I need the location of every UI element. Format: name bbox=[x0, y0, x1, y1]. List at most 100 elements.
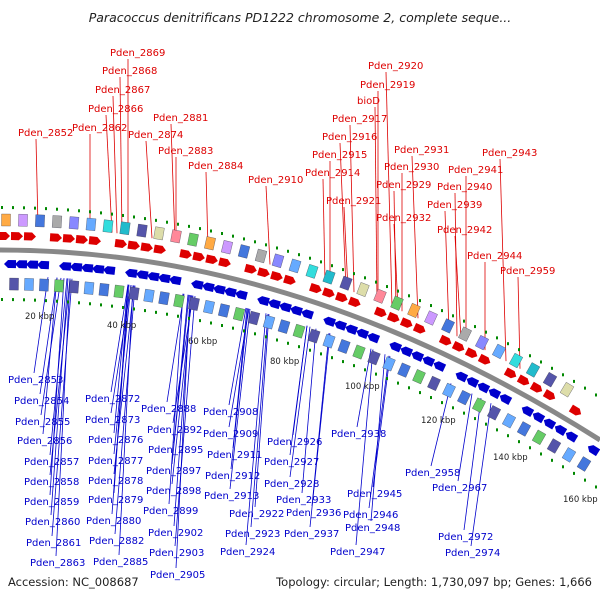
gene-feature-box bbox=[501, 413, 517, 429]
reverse-gene-arrow-shape bbox=[367, 332, 381, 344]
tick-mark bbox=[342, 268, 344, 272]
tick-mark bbox=[298, 253, 300, 257]
label-connector bbox=[175, 295, 191, 569]
forward-gene-arrow-shape bbox=[451, 340, 465, 352]
gene-label: Pden_2853 bbox=[8, 375, 63, 386]
tick-mark bbox=[331, 264, 333, 268]
gene-feature-box bbox=[516, 421, 532, 437]
label-connector bbox=[470, 403, 492, 547]
gene-feature-box bbox=[218, 303, 230, 318]
forward-gene-arrow-shape bbox=[322, 287, 335, 298]
reverse-gene-arrow bbox=[37, 260, 50, 270]
forward-gene-arrow bbox=[529, 381, 543, 393]
gene-label: Pden_2920 bbox=[368, 61, 423, 72]
gene-feature-box bbox=[277, 319, 291, 334]
gene-feature-box bbox=[356, 282, 370, 297]
gene-label: Pden_2872 bbox=[85, 394, 140, 405]
accession-text: Accession: NC_008687 bbox=[8, 575, 139, 589]
gene-label: Pden_2959 bbox=[500, 266, 555, 277]
tick-mark bbox=[78, 209, 80, 213]
gene-label: Pden_2885 bbox=[93, 557, 148, 568]
reverse-gene-arrow bbox=[389, 341, 403, 353]
reverse-gene-arrow-shape bbox=[389, 341, 403, 353]
forward-gene-arrow-shape bbox=[218, 257, 231, 268]
reverse-gene-arrow bbox=[499, 394, 513, 405]
tick-mark bbox=[353, 272, 355, 276]
gene-feature-box bbox=[188, 296, 200, 311]
reverse-gene-arrow-shape bbox=[158, 273, 171, 284]
tick-mark bbox=[309, 348, 311, 352]
label-connector bbox=[50, 278, 69, 516]
reverse-gene-arrow bbox=[224, 287, 237, 298]
gene-label: Pden_2861 bbox=[26, 538, 81, 549]
chromosome-backbone bbox=[0, 247, 600, 443]
gene-feature-box bbox=[187, 232, 199, 247]
tick-mark bbox=[276, 246, 278, 250]
reverse-gene-arrow bbox=[433, 361, 447, 372]
gene-label: Pden_2897 bbox=[146, 466, 201, 477]
tick-mark bbox=[540, 360, 542, 364]
reverse-gene-arrow bbox=[70, 262, 83, 272]
forward-gene-arrow-shape bbox=[412, 323, 426, 334]
gene-feature-box bbox=[119, 221, 131, 235]
reverse-gene-arrow-shape bbox=[411, 351, 425, 362]
gene-label: Pden_2905 bbox=[150, 570, 205, 581]
gene-label: Pden_2898 bbox=[146, 486, 201, 497]
tick-mark bbox=[331, 356, 333, 360]
tick-mark bbox=[122, 213, 124, 217]
tick-mark bbox=[353, 364, 355, 368]
reverse-gene-arrow bbox=[268, 299, 281, 310]
gene-feature-box bbox=[475, 335, 489, 351]
reverse-gene-arrow-shape bbox=[103, 266, 116, 275]
gene-feature-box bbox=[337, 339, 351, 354]
tick-mark bbox=[166, 312, 168, 316]
tick-mark bbox=[78, 301, 80, 305]
tick-mark bbox=[551, 458, 553, 462]
gene-feature-box bbox=[51, 215, 63, 229]
gene-feature-box bbox=[39, 278, 49, 292]
label-lines bbox=[33, 59, 521, 569]
tick-mark bbox=[375, 280, 377, 284]
gene-label: Pden_2854 bbox=[14, 396, 69, 407]
label-connector bbox=[349, 124, 355, 293]
reverse-gene-arrow-shape bbox=[169, 275, 182, 286]
gene-label: Pden_2863 bbox=[30, 558, 85, 569]
gene-feature-box bbox=[546, 438, 562, 454]
gene-label: Pden_2936 bbox=[286, 508, 341, 519]
tick-mark bbox=[243, 329, 245, 333]
forward-gene-arrow bbox=[10, 232, 23, 241]
reverse-gene-arrow-shape bbox=[455, 371, 469, 383]
gene-label: Pden_2932 bbox=[376, 213, 431, 224]
reverse-gene-arrow-shape bbox=[279, 302, 292, 313]
label-connector bbox=[114, 285, 136, 535]
gene-feature-box bbox=[382, 356, 396, 372]
forward-gene-arrow-shape bbox=[0, 231, 10, 241]
gene-label: Pden_2919 bbox=[360, 80, 415, 91]
map-title: Paracoccus denitrificans PD1222 chromoso… bbox=[89, 10, 512, 25]
reverse-gene-arrow bbox=[26, 260, 39, 269]
tick-mark bbox=[221, 232, 223, 236]
tick-mark bbox=[67, 300, 69, 304]
reverse-gene-arrow-shape bbox=[532, 412, 546, 424]
forward-gene-arrow bbox=[516, 374, 530, 386]
gene-feature-box bbox=[307, 328, 321, 344]
tick-mark bbox=[210, 229, 212, 233]
tick-mark bbox=[254, 332, 256, 336]
forward-gene-arrow-shape bbox=[257, 267, 270, 278]
gene-label: Pden_2880 bbox=[86, 516, 141, 527]
gene-feature-box bbox=[170, 229, 182, 244]
gene-label: Pden_2912 bbox=[205, 471, 260, 482]
gene-label: Pden_2923 bbox=[225, 529, 280, 540]
tick-mark bbox=[430, 304, 432, 308]
tick-mark bbox=[100, 303, 102, 307]
forward-gene-arrow bbox=[322, 287, 335, 298]
reverse-gene-arrow bbox=[345, 324, 359, 335]
gene-label: Pden_2903 bbox=[149, 548, 204, 559]
forward-gene-arrow-shape bbox=[270, 270, 283, 281]
reverse-gene-arrow-shape bbox=[433, 361, 447, 372]
gene-label: Pden_2922 bbox=[229, 509, 284, 520]
reverse-gene-arrow-shape bbox=[356, 328, 370, 340]
gene-label: Pden_2869 bbox=[110, 48, 165, 59]
gene-label: Pden_2931 bbox=[394, 145, 449, 156]
